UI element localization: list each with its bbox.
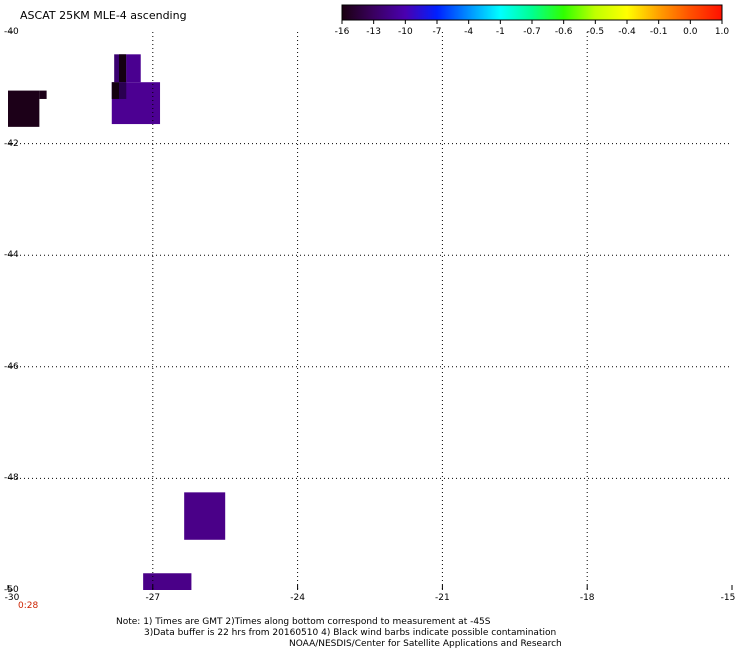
latitude-label: -50	[4, 585, 19, 595]
latitude-label: -44	[4, 250, 19, 261]
colorbar	[341, 4, 723, 24]
time-label: 0:28	[18, 601, 39, 611]
longitude-label: -27	[145, 593, 161, 603]
latitude-label: -40	[4, 27, 19, 37]
data-patch	[126, 54, 141, 83]
colorbar-label: -16	[334, 27, 350, 37]
data-patches	[8, 54, 226, 590]
colorbar-label: -10	[397, 27, 413, 37]
colorbar-label: -0.6	[554, 27, 573, 37]
data-patch	[39, 90, 47, 99]
colorbar-label: -0.1	[649, 27, 668, 37]
note-line-2: 3)Data buffer is 22 hrs from 20160510 4)…	[144, 628, 557, 638]
latitude-label: -42	[4, 138, 19, 149]
longitude-label: -15	[720, 593, 736, 603]
longitude-label: -24	[290, 593, 305, 603]
data-patch	[184, 492, 226, 540]
data-patch	[119, 82, 127, 99]
colorbar-label: -13	[366, 27, 382, 37]
colorbar-label: 1.0	[714, 27, 730, 37]
colorbar-ticks	[341, 20, 723, 24]
latitude-label: -48	[4, 473, 19, 484]
latitude-label: -46	[4, 361, 19, 372]
gridlines	[8, 32, 732, 590]
longitude-label: -18	[579, 593, 595, 603]
colorbar-label: -0.5	[586, 27, 605, 37]
colorbar-label: -0.4	[618, 27, 636, 37]
axis-ticks	[7, 31, 733, 591]
colorbar-label: -0.7	[523, 27, 541, 37]
data-patch	[143, 573, 192, 590]
longitude-label: -21	[435, 593, 450, 603]
colorbar-label: 0.0	[683, 27, 698, 37]
note-line-3: NOAA/NESDIS/Center for Satellite Applica…	[289, 639, 562, 649]
colorbar-label: -7	[432, 27, 442, 37]
data-patch	[119, 54, 127, 83]
data-patch	[8, 90, 40, 127]
longitude-label: -30	[4, 593, 20, 603]
note-line-1: Note: 1) Times are GMT 2)Times along bot…	[116, 617, 491, 627]
map-plot	[7, 31, 733, 591]
colorbar-label: -1	[495, 27, 505, 37]
plot-title: ASCAT 25KM MLE-4 ascending	[20, 9, 187, 22]
data-patch	[111, 82, 120, 99]
colorbar-label: -4	[464, 27, 474, 37]
